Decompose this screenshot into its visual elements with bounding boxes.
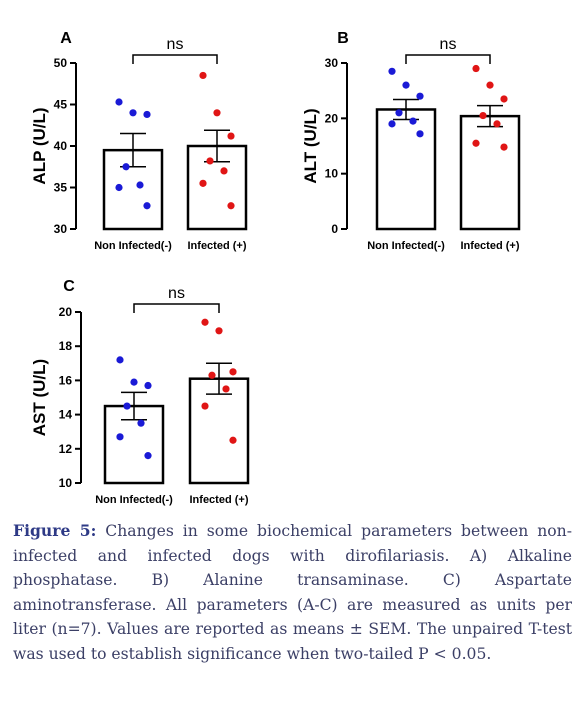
caption: Figure 5: Changes in some biochemical pa… <box>13 519 572 667</box>
x-tick-label: Non Infected(-) <box>367 240 445 252</box>
y-tick-label: 14 <box>59 408 73 422</box>
y-axis-label: ALP (U/L) <box>30 107 49 184</box>
data-point <box>227 202 235 210</box>
y-tick-label: 40 <box>54 139 68 153</box>
data-point <box>215 327 223 335</box>
data-point <box>500 95 508 103</box>
caption-label: Figure 5: <box>13 521 97 540</box>
y-tick-label: 10 <box>59 476 73 490</box>
data-point <box>500 143 508 151</box>
data-point <box>201 402 209 410</box>
y-tick-label: 16 <box>59 373 73 387</box>
y-axis-label: AST (U/L) <box>30 359 49 436</box>
data-point <box>208 371 216 379</box>
y-tick-label: 35 <box>54 181 68 195</box>
y-tick-label: 12 <box>59 442 73 456</box>
data-point <box>116 356 124 364</box>
data-point <box>472 139 480 147</box>
data-point <box>409 117 417 125</box>
data-point <box>220 167 228 175</box>
y-axis-label: ALT (U/L) <box>301 108 320 183</box>
figure: A ALP (U/L) 30 35 40 45 50 Non Infected(-) Infec… <box>30 30 521 506</box>
data-point <box>144 381 152 390</box>
data-point <box>416 130 424 138</box>
data-point <box>136 181 144 189</box>
significance-label: ns <box>167 36 184 53</box>
data-point <box>143 202 151 210</box>
data-point <box>416 92 424 100</box>
data-point <box>201 318 209 326</box>
y-tick-label: 45 <box>54 98 68 112</box>
x-tick-label: Infected (+) <box>190 494 249 506</box>
x-tick-label: Infected (+) <box>461 240 520 252</box>
data-point <box>388 67 396 75</box>
y-tick-label: 20 <box>59 305 73 319</box>
data-point <box>227 132 235 140</box>
data-point <box>129 109 137 117</box>
data-point <box>199 179 207 187</box>
y-tick-label: 10 <box>325 167 339 181</box>
data-point <box>222 385 230 393</box>
bar <box>375 108 437 231</box>
data-point <box>144 452 152 460</box>
data-point <box>388 120 396 128</box>
data-point <box>130 378 138 386</box>
data-point <box>395 109 403 117</box>
significance-bracket <box>132 54 218 64</box>
x-tick-label: Infected (+) <box>188 240 247 252</box>
y-tick-label: 30 <box>54 222 68 236</box>
y-tick-label: 18 <box>59 339 73 353</box>
data-point <box>115 183 123 192</box>
significance-bracket <box>405 54 491 64</box>
y-tick-label: 0 <box>331 222 338 236</box>
data-point <box>486 81 494 89</box>
y-tick-label: 30 <box>325 56 339 70</box>
data-point <box>493 120 501 128</box>
data-point <box>472 64 480 73</box>
caption-text: Changes in some biochemical parameters b… <box>13 522 572 663</box>
data-point <box>229 436 237 444</box>
data-point <box>115 98 123 106</box>
y-tick-label: 50 <box>54 56 68 70</box>
significance-label: ns <box>440 36 457 53</box>
panel-label: A <box>60 30 72 47</box>
panel-label: C <box>63 278 75 295</box>
data-point <box>122 163 130 171</box>
data-point <box>206 157 214 165</box>
data-point <box>229 368 237 376</box>
significance-label: ns <box>168 285 185 302</box>
x-tick-label: Non Infected(-) <box>95 494 173 506</box>
data-point <box>213 109 221 117</box>
data-point <box>479 111 487 120</box>
significance-bracket <box>133 303 220 313</box>
bar <box>459 114 521 231</box>
data-point <box>143 110 151 119</box>
data-point <box>199 71 207 80</box>
panel-label: B <box>337 30 349 47</box>
data-point <box>137 419 145 427</box>
y-tick-label: 20 <box>325 111 339 125</box>
data-point <box>402 81 410 89</box>
data-point <box>123 402 131 410</box>
data-point <box>116 433 124 441</box>
x-tick-label: Non Infected(-) <box>94 240 172 252</box>
